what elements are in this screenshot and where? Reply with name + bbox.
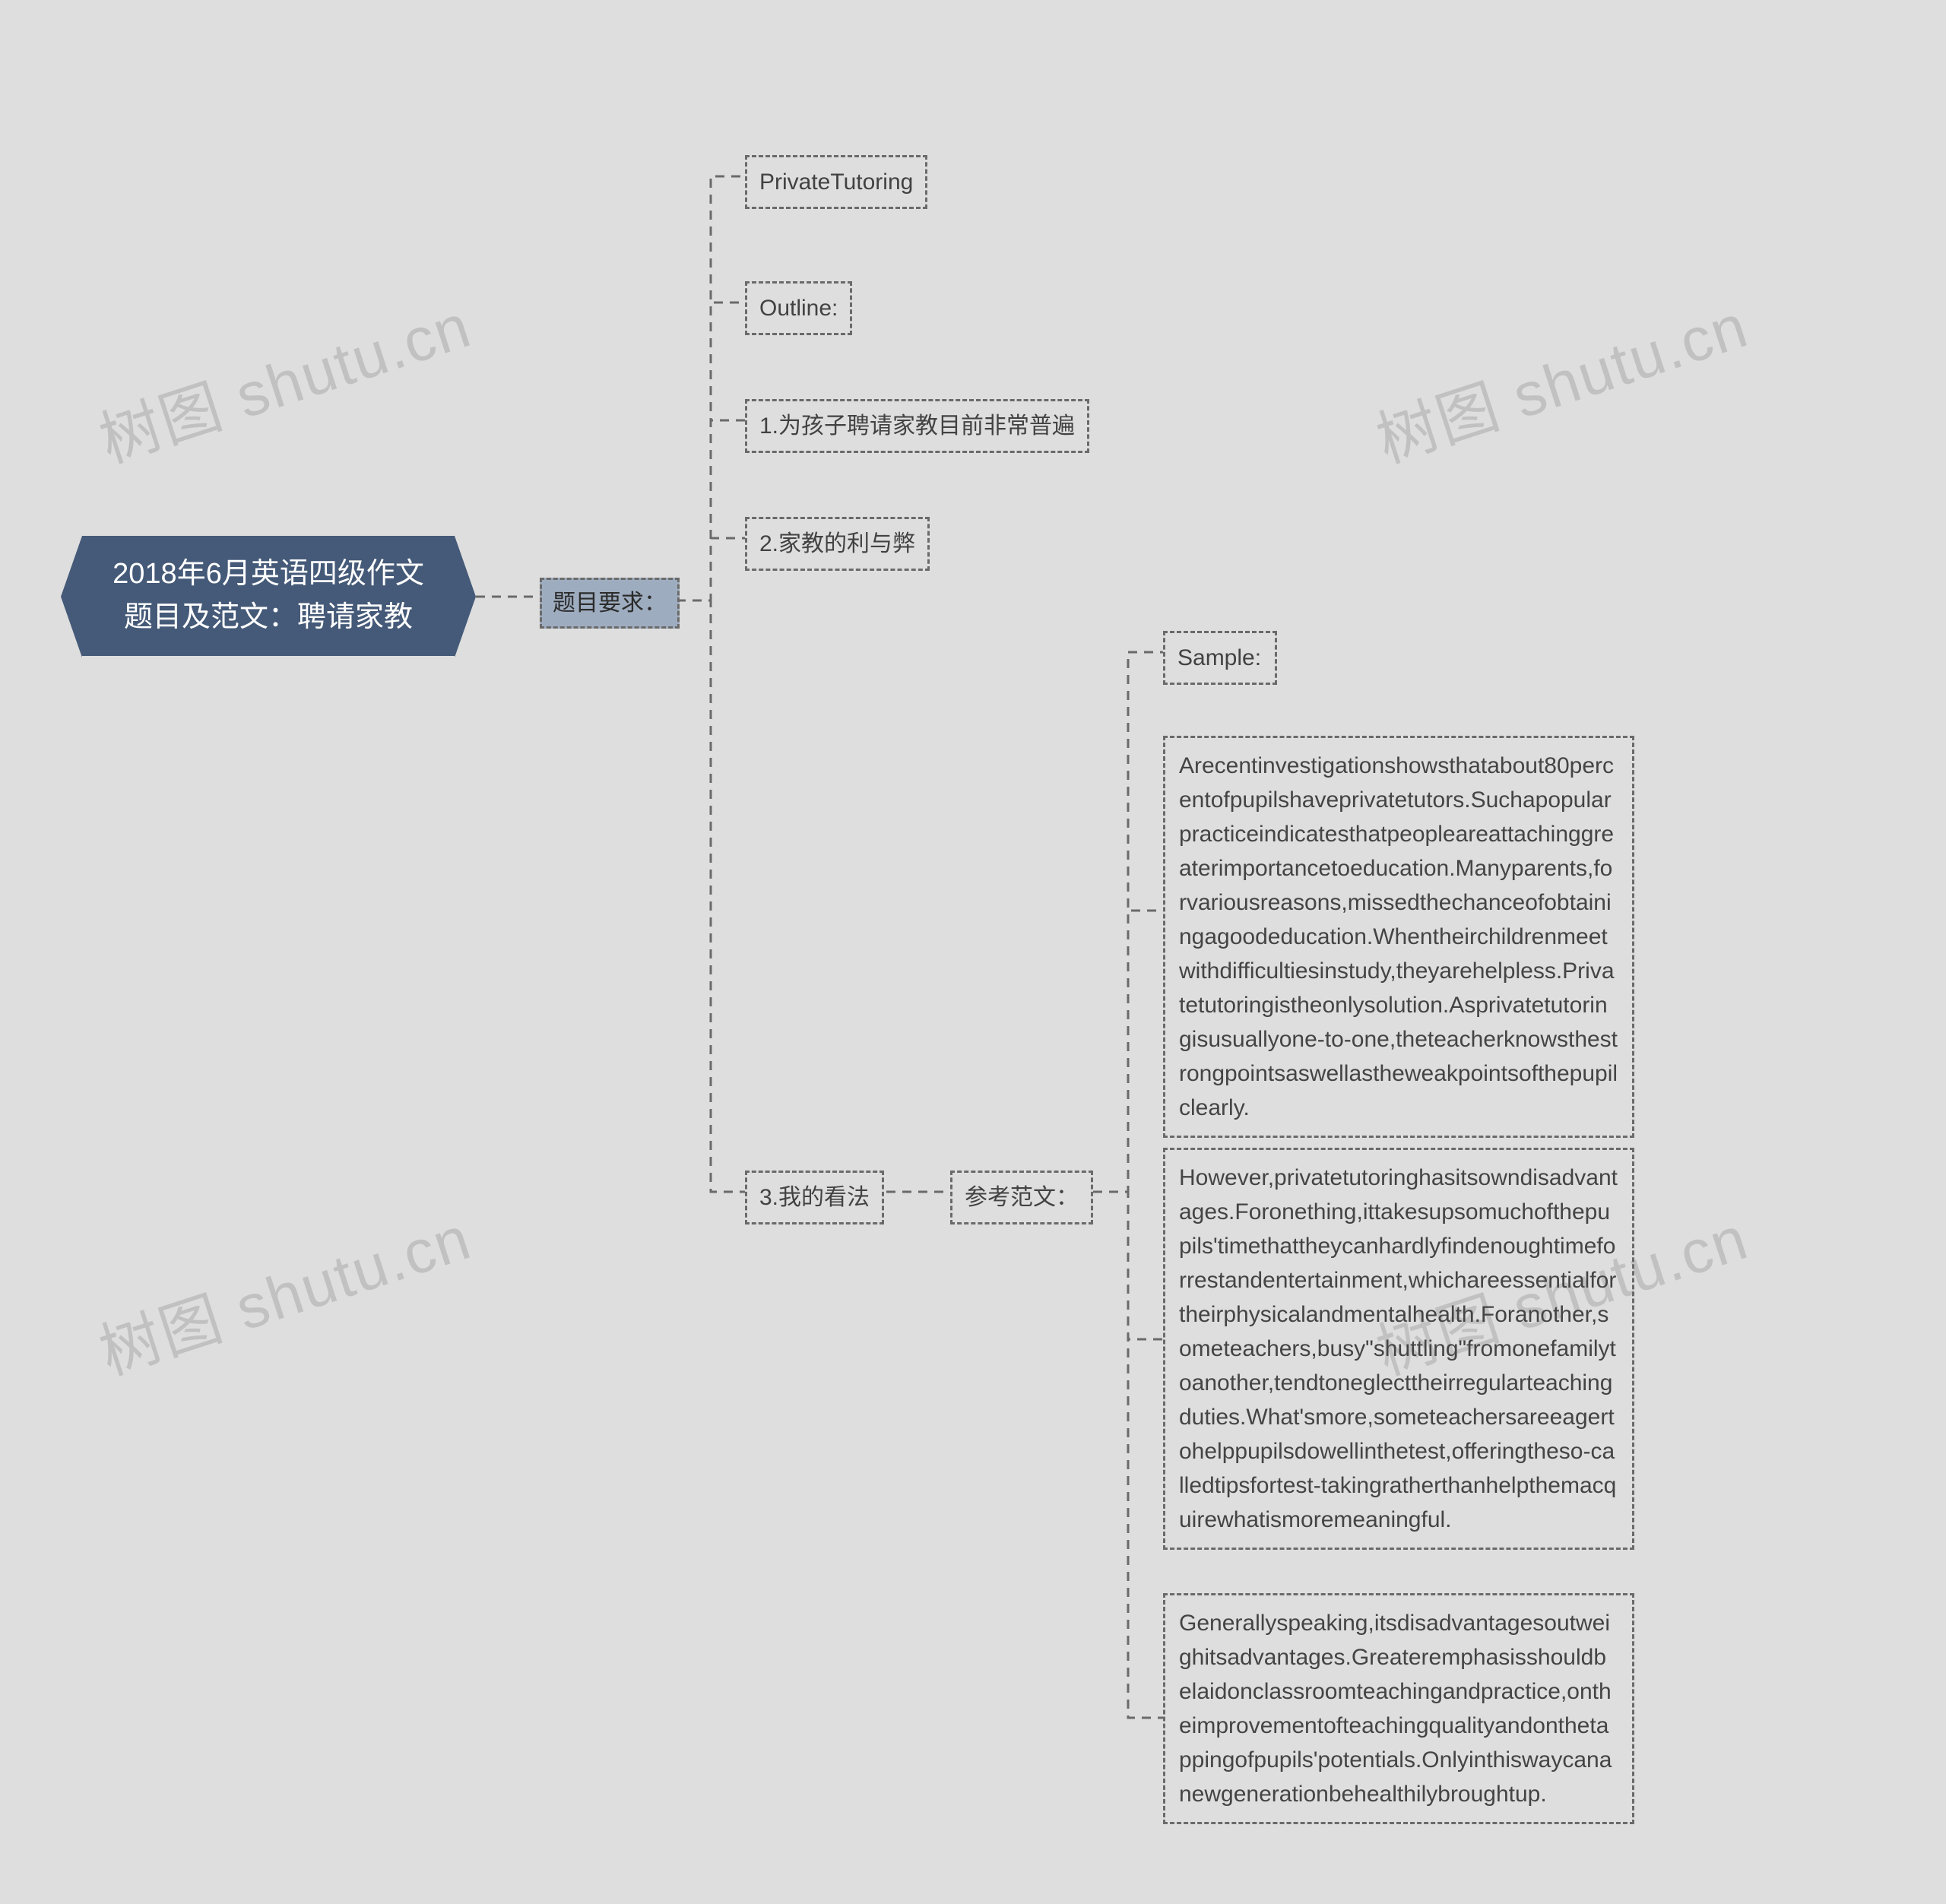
node-sample[interactable]: Sample: [1163, 631, 1277, 685]
topic-requirements[interactable]: 题目要求： [540, 578, 680, 629]
connector [1093, 1192, 1163, 1718]
node-label: 2.家教的利与弊 [759, 531, 915, 556]
node-label: Sample: [1177, 645, 1261, 670]
root-line-1: 2018年6月英语四级作文 [113, 558, 424, 590]
node-essay-para-2[interactable]: However,privatetutoringhasitsowndisadvan… [1163, 1148, 1634, 1550]
node-text: However,privatetutoringhasitsowndisadvan… [1179, 1165, 1618, 1532]
node-text: Generallyspeaking,itsdisadvantagesoutwei… [1179, 1611, 1612, 1807]
watermark: 树图 shutu.cn [87, 277, 480, 480]
topic-requirements-label: 题目要求： [553, 591, 667, 616]
node-point-3[interactable]: 3.我的看法 [745, 1171, 884, 1224]
node-label: 参考范文： [965, 1185, 1079, 1210]
root-line-2: 题目及范文：聘请家教 [124, 601, 413, 633]
node-label: Outline: [759, 296, 838, 321]
node-essay-para-1[interactable]: Arecentinvestigationshowsthatabout80perc… [1163, 736, 1634, 1138]
connector-layer [0, 0, 1946, 1904]
root-node[interactable]: 2018年6月英语四级作文 题目及范文：聘请家教 [82, 536, 455, 656]
node-reference-essay[interactable]: 参考范文： [950, 1171, 1093, 1224]
node-label: PrivateTutoring [759, 169, 913, 195]
connector [1093, 911, 1163, 1192]
watermark: 树图 shutu.cn [87, 1190, 480, 1392]
watermark: 树图 shutu.cn [1364, 277, 1757, 480]
connector [677, 176, 745, 600]
node-outline[interactable]: Outline: [745, 281, 852, 335]
connector [677, 538, 745, 600]
connector [677, 303, 745, 600]
node-essay-para-3[interactable]: Generallyspeaking,itsdisadvantagesoutwei… [1163, 1593, 1634, 1824]
connector [677, 600, 745, 1192]
node-private-tutoring[interactable]: PrivateTutoring [745, 155, 927, 209]
connector [1093, 652, 1163, 1192]
node-text: Arecentinvestigationshowsthatabout80perc… [1179, 753, 1618, 1120]
node-point-1[interactable]: 1.为孩子聘请家教目前非常普遍 [745, 399, 1089, 453]
node-label: 1.为孩子聘请家教目前非常普遍 [759, 413, 1075, 439]
connector [677, 420, 745, 600]
connector [1093, 1192, 1163, 1339]
node-point-2[interactable]: 2.家教的利与弊 [745, 517, 930, 571]
node-label: 3.我的看法 [759, 1185, 870, 1210]
